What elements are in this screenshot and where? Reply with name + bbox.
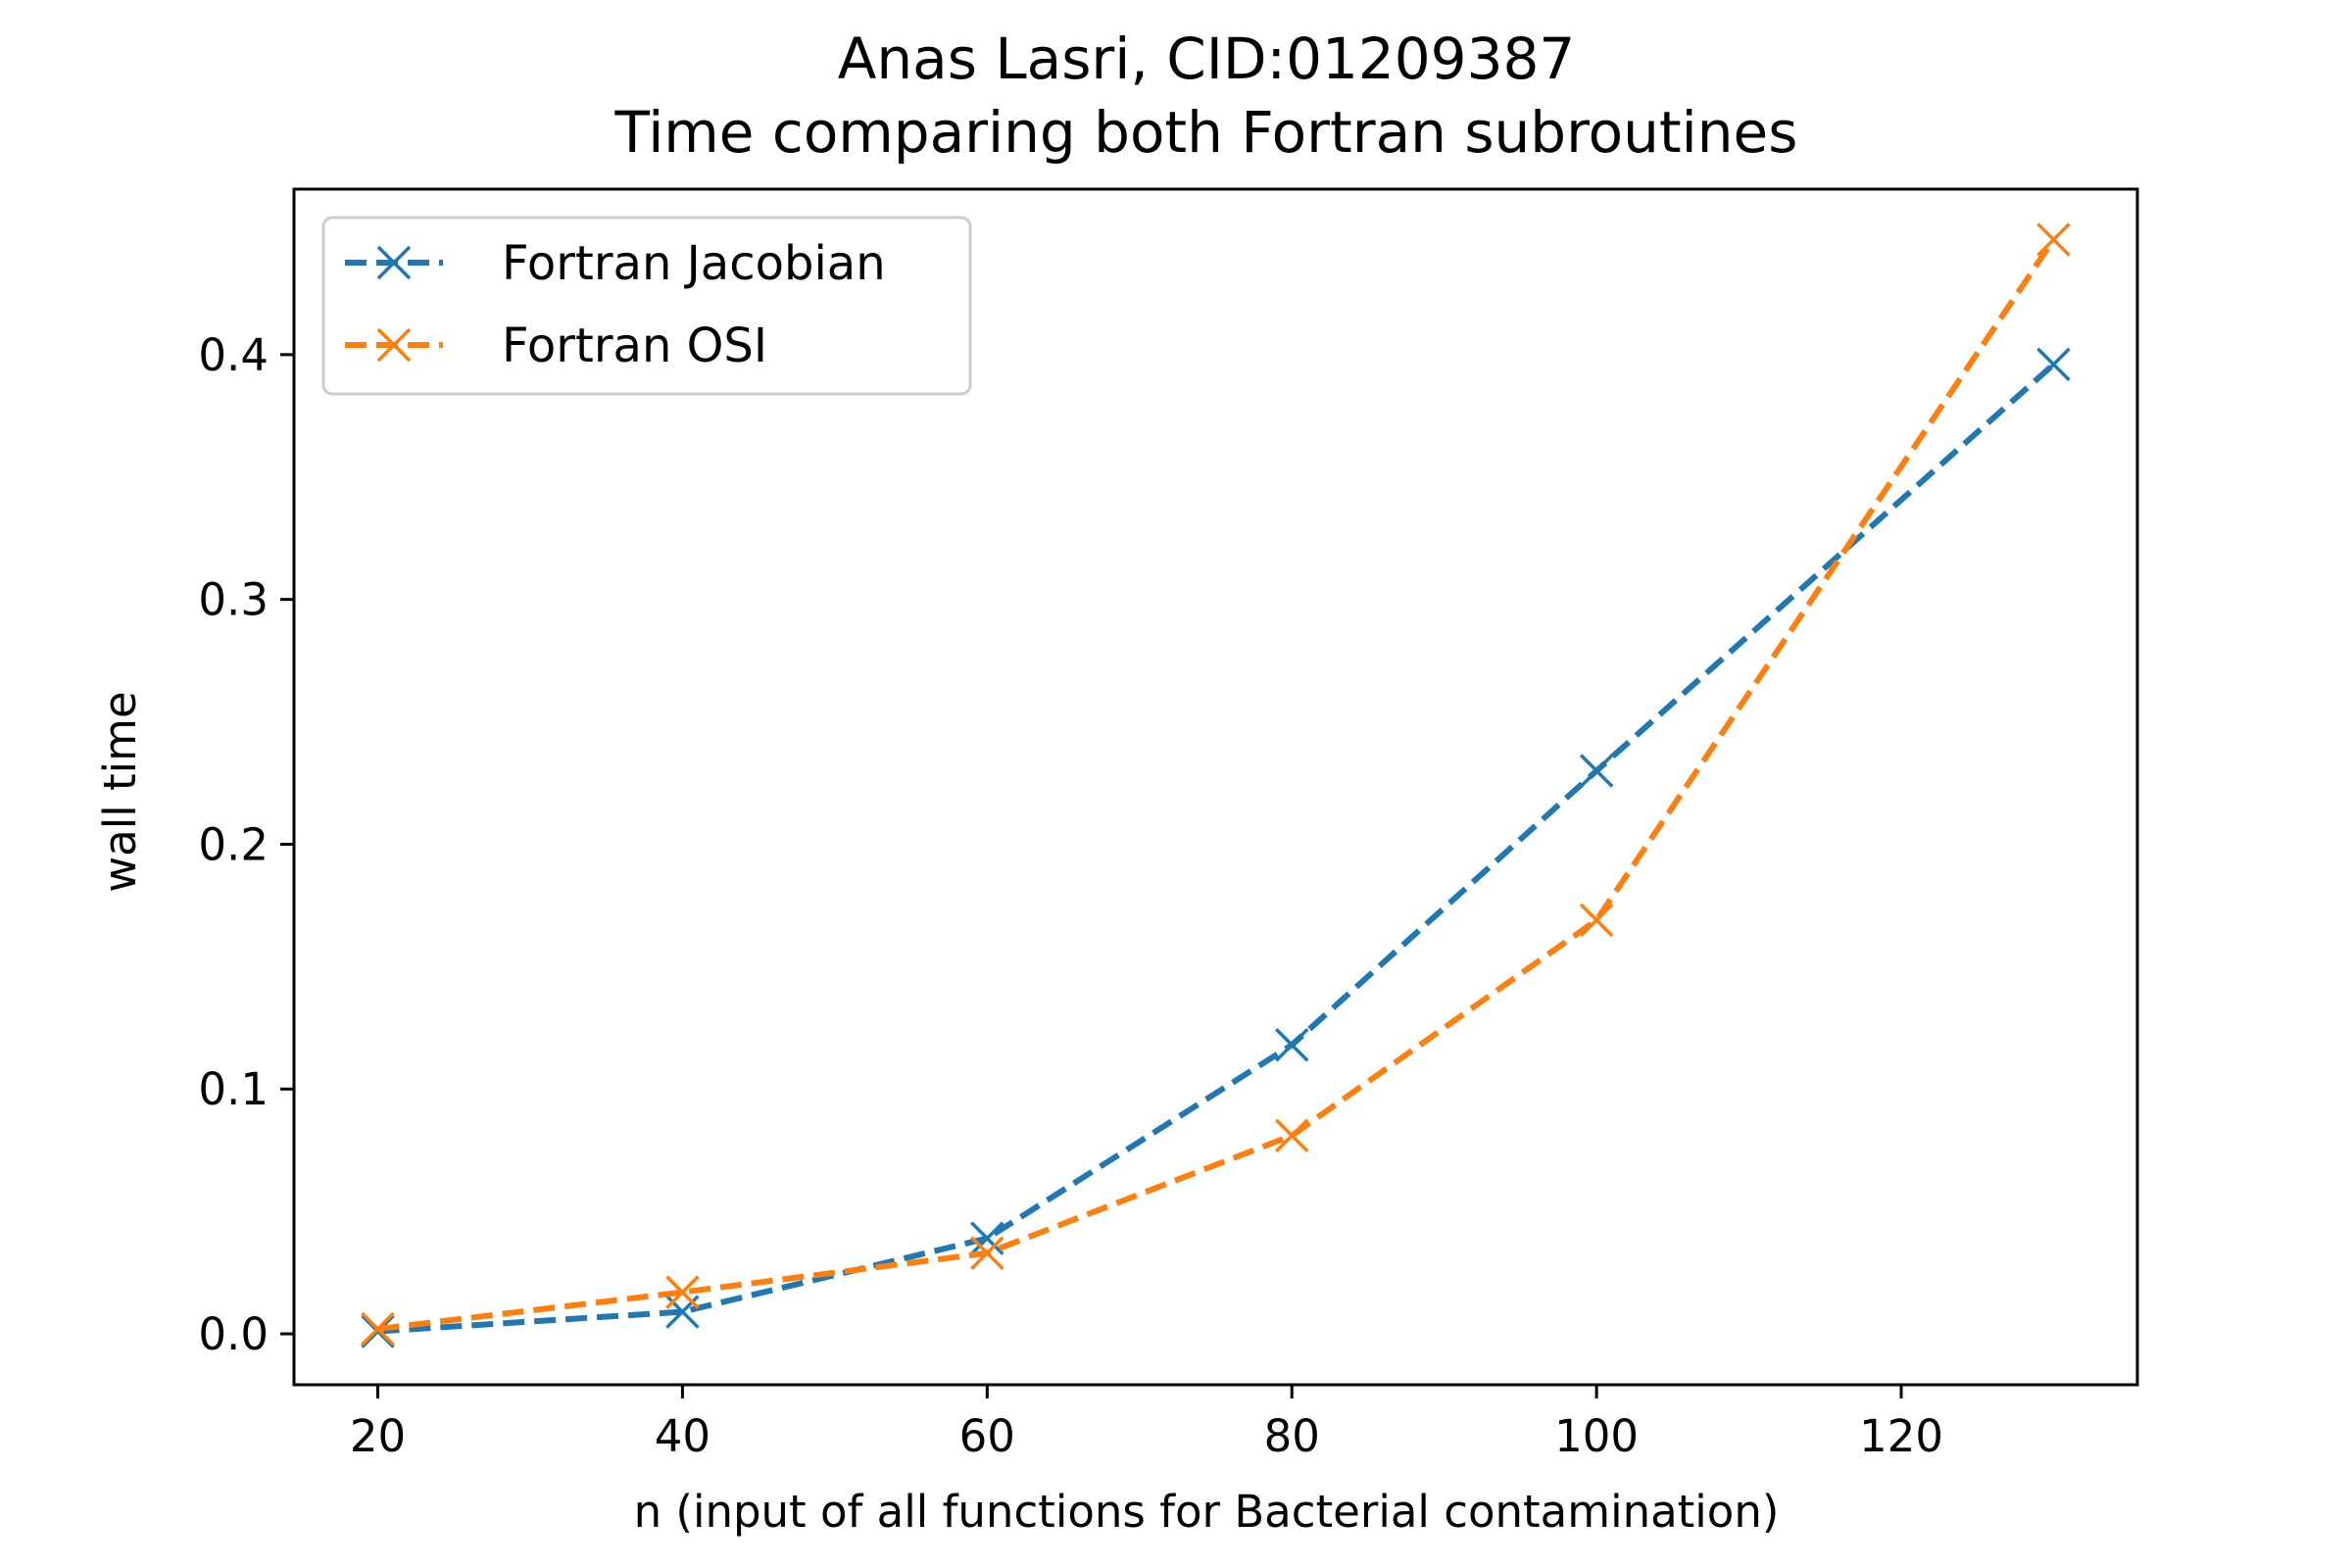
legend-marker <box>376 245 412 280</box>
data-point-marker <box>1579 754 1614 788</box>
data-point-marker <box>2036 222 2071 257</box>
chart-title-line1: Anas Lasri, CID:01209387 <box>838 25 1576 92</box>
data-point-marker <box>1274 1028 1309 1062</box>
legend-item: Fortran OSI <box>345 318 767 373</box>
data-point-marker <box>361 1311 395 1347</box>
y-tick-label: 0.4 <box>198 329 269 381</box>
y-axis-ticks: 0.0 0.1 0.2 0.3 0.4 <box>198 329 294 1360</box>
x-axis-ticks: 20 40 60 80 100 120 <box>350 1385 1943 1462</box>
legend-items: Fortran Jacobian Fortran OSI <box>345 236 886 373</box>
data-point-marker <box>970 1236 1004 1270</box>
data-point-marker <box>361 1314 395 1348</box>
x-tick-label: 60 <box>959 1410 1015 1462</box>
y-axis-label: wall time <box>94 691 146 892</box>
x-tick-label: 80 <box>1264 1410 1320 1462</box>
series-0 <box>361 347 2071 1348</box>
x-tick-label: 100 <box>1554 1410 1639 1462</box>
data-point-marker <box>2036 347 2071 382</box>
plot-area <box>361 222 2071 1348</box>
legend-box <box>321 216 972 396</box>
data-point-marker <box>1579 903 1614 938</box>
y-tick-label: 0.0 <box>198 1308 269 1360</box>
series-1 <box>361 222 2071 1347</box>
x-axis-label: n (input of all functions for Bacterial … <box>634 1486 1780 1538</box>
data-point-marker <box>665 1275 700 1309</box>
x-tick-label: 20 <box>350 1410 406 1462</box>
legend: Fortran Jacobian Fortran OSI <box>321 216 972 396</box>
y-tick-label: 0.2 <box>198 818 269 870</box>
x-tick-label: 40 <box>655 1410 710 1462</box>
series-line <box>377 237 2056 1333</box>
data-point-marker <box>1274 1118 1309 1152</box>
x-tick-label: 120 <box>1859 1410 1943 1462</box>
y-tick-label: 0.3 <box>198 574 269 626</box>
data-point-marker <box>970 1221 1004 1255</box>
y-tick-label: 0.1 <box>198 1063 269 1115</box>
legend-label: Fortran Jacobian <box>502 236 886 291</box>
legend-item: Fortran Jacobian <box>345 236 886 291</box>
legend-label: Fortran OSI <box>502 318 767 373</box>
axes-frame <box>292 187 2139 1387</box>
chart-title-line2: Time comparing both Fortran subroutines <box>614 99 1798 166</box>
series-line <box>377 362 2056 1335</box>
legend-marker <box>376 327 412 363</box>
